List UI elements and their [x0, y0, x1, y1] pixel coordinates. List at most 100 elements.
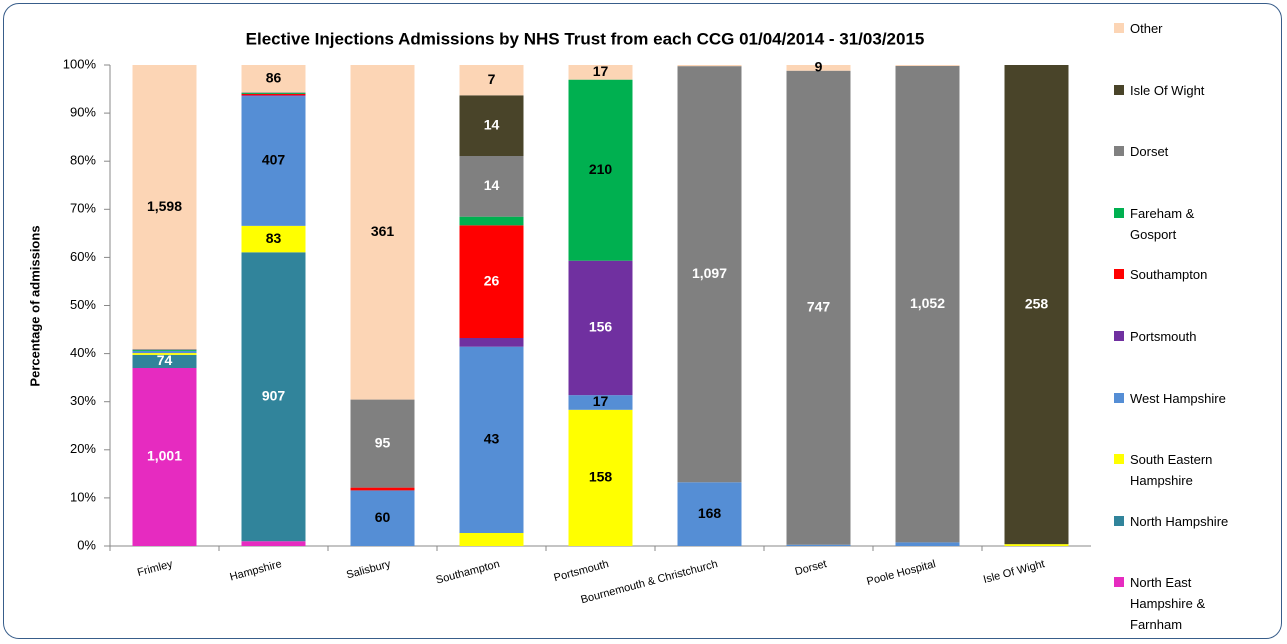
bar-segment — [459, 216, 524, 226]
data-label: 60 — [375, 509, 391, 525]
legend-label: West Hampshire — [1130, 390, 1226, 406]
data-label: 258 — [1025, 295, 1049, 311]
x-tick-label: Poole Hospital — [865, 558, 937, 588]
bar-segment — [132, 350, 197, 351]
bar-segment — [241, 95, 306, 97]
bar-segment — [241, 96, 306, 226]
legend-label: Southampton — [1130, 267, 1208, 283]
data-label: 17 — [593, 393, 609, 409]
data-label: 168 — [698, 505, 722, 521]
y-tick-label: 60% — [70, 249, 96, 264]
bar-segment — [132, 65, 197, 350]
bar-segment — [132, 349, 197, 351]
bar-segment — [1004, 544, 1069, 546]
legend-swatch — [1114, 269, 1124, 280]
x-tick-label: Isle Of Wight — [982, 558, 1046, 586]
data-label: 407 — [262, 152, 286, 168]
data-label: 361 — [371, 223, 395, 239]
legend-label: North East Hampshire & Farnham — [1130, 575, 1206, 633]
x-tick-group: Portsmouth — [553, 558, 610, 584]
data-label: 156 — [589, 319, 613, 335]
x-tick-label: Dorset — [794, 558, 828, 578]
x-tick-label: Southampton — [435, 558, 501, 587]
x-tick-label: Portsmouth — [553, 558, 610, 584]
bar-segment — [241, 252, 306, 542]
bar-segment — [459, 65, 524, 96]
x-tick-group: Isle Of Wight — [982, 558, 1046, 586]
data-label: 210 — [589, 161, 613, 177]
bar-segment — [132, 350, 197, 354]
y-tick-label: 0% — [77, 537, 96, 552]
x-tick-group: Salisbury — [345, 558, 392, 581]
bar-segment — [459, 95, 524, 156]
x-tick-group: Poole Hospital — [865, 558, 937, 588]
chart-panel — [3, 3, 1282, 639]
bar-segment — [132, 354, 197, 369]
legend-swatch — [1114, 515, 1124, 526]
data-label: 747 — [807, 298, 831, 314]
bar-segment — [459, 225, 524, 338]
bar-segment — [241, 93, 306, 96]
data-label: 1,052 — [910, 295, 945, 311]
data-label: 14 — [484, 116, 500, 132]
bar-segment — [350, 65, 415, 400]
data-label: 1,598 — [147, 198, 182, 214]
data-label: 907 — [262, 387, 286, 403]
bar-segment — [350, 399, 415, 488]
data-label: 74 — [157, 352, 173, 368]
bar-segment — [241, 225, 306, 253]
bar-segment — [895, 65, 960, 543]
bar-segment — [350, 490, 415, 546]
y-tick-label: 50% — [70, 297, 96, 312]
y-tick-label: 30% — [70, 393, 96, 408]
legend-swatch — [1114, 146, 1124, 157]
legend-swatch — [1114, 23, 1124, 33]
x-tick-label: Frimley — [136, 558, 174, 579]
bar-segment — [677, 482, 742, 546]
data-label: 1,001 — [147, 448, 182, 464]
y-tick-label: 70% — [70, 201, 96, 216]
bar-segment — [568, 79, 633, 261]
data-label: 43 — [484, 431, 500, 447]
data-label: 17 — [593, 63, 609, 79]
legend-label: South Eastern Hampshire — [1130, 452, 1213, 489]
data-label: 86 — [266, 69, 282, 85]
y-tick-label: 10% — [70, 489, 96, 504]
bar-segment — [568, 65, 633, 80]
data-label: 83 — [266, 230, 282, 246]
bar-segment — [132, 353, 197, 355]
bar-segment — [459, 156, 524, 217]
bar-segment — [677, 65, 742, 67]
chart-title: Elective Injections Admissions by NHS Tr… — [246, 29, 925, 48]
legend-label: North Hampshire — [1130, 513, 1229, 529]
bar-segment — [786, 70, 851, 545]
x-tick-group: Hampshire — [229, 558, 283, 583]
bar-segment — [241, 65, 306, 93]
bar-segment — [568, 395, 633, 410]
bar-segment — [459, 338, 524, 347]
y-tick-label: 90% — [70, 105, 96, 120]
data-label: 7 — [488, 71, 496, 87]
legend-swatch — [1114, 454, 1124, 465]
bar-segment — [459, 533, 524, 546]
legend-label: Dorset — [1130, 144, 1169, 160]
y-tick-label: 100% — [63, 56, 97, 71]
legend-label: Isle Of Wight — [1130, 82, 1205, 98]
bar-segment — [677, 66, 742, 483]
bar-segment — [459, 346, 524, 533]
bar-segment — [895, 542, 960, 546]
bar-segment — [241, 93, 306, 94]
y-tick-label: 40% — [70, 345, 96, 360]
x-tick-group: Southampton — [435, 558, 501, 587]
x-tick-group: Dorset — [794, 558, 828, 578]
legend-swatch — [1114, 392, 1124, 403]
bar-segment — [568, 409, 633, 546]
bar-segment — [350, 487, 415, 491]
x-tick-label: Salisbury — [345, 558, 392, 581]
data-label: 9 — [815, 59, 823, 75]
bar-segment — [1004, 65, 1069, 545]
bar-segment — [132, 368, 197, 546]
bar-segment — [786, 65, 851, 71]
